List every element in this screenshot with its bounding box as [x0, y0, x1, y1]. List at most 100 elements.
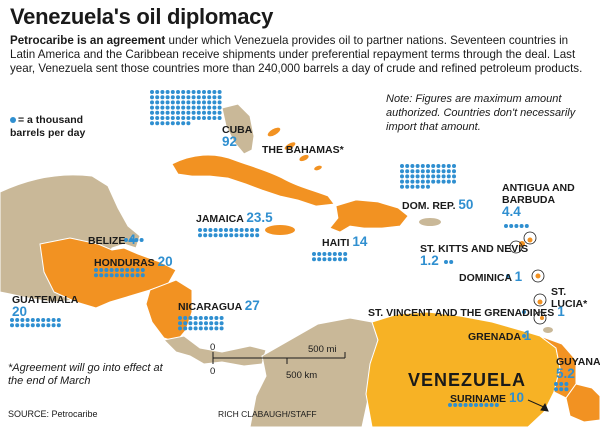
- dot-cuba: [191, 90, 196, 94]
- dot-domrep: [420, 164, 425, 168]
- dot-cuba: [212, 116, 217, 120]
- dot-haiti: [327, 257, 332, 262]
- dot-haiti: [322, 257, 327, 262]
- dot-domrep: [420, 169, 425, 174]
- dot-haiti: [317, 257, 322, 262]
- dot-cuba: [170, 116, 175, 120]
- dot-honduras: [135, 273, 140, 278]
- dot-cuba: [217, 95, 222, 100]
- dot-domrep: [415, 169, 420, 174]
- dot-cuba: [155, 116, 160, 120]
- dot-domrep: [426, 174, 430, 179]
- land-puerto-rico: [419, 218, 441, 226]
- dot-cuba: [217, 100, 222, 105]
- dot-nicaragua: [198, 326, 203, 331]
- dot-antigua: [524, 224, 529, 228]
- dot-nicaragua: [193, 321, 198, 326]
- dot-haiti: [312, 252, 316, 256]
- label-antigua: ANTIGUA AND BARBUDA 4.4: [502, 182, 575, 219]
- dot-cuba: [155, 121, 160, 126]
- dot-nicaragua: [209, 316, 214, 320]
- dot-domrep: [420, 184, 425, 189]
- dot-antigua: [519, 224, 524, 228]
- label-stlucia: ST. LUCIA*: [551, 286, 588, 310]
- dot-nicaragua: [219, 316, 224, 320]
- dot-cuba: [181, 121, 186, 126]
- dot-guatemala: [30, 323, 35, 328]
- dot-cuba: [150, 110, 154, 115]
- dot-honduras: [125, 268, 130, 272]
- dot-domrep: [446, 174, 451, 179]
- dot-guatemala: [25, 318, 30, 322]
- dot-belize: [139, 238, 144, 242]
- dot-grenada: [522, 334, 526, 338]
- dot-cuba: [217, 116, 222, 120]
- dot-jamaica: [255, 228, 260, 232]
- dot-glyph-layer: [10, 90, 569, 407]
- dot-domrep: [452, 174, 456, 179]
- dot-jamaica: [203, 233, 208, 238]
- dot-nicaragua: [183, 321, 188, 326]
- dot-cuba: [207, 100, 212, 105]
- label-honduras: HONDURAS 20: [94, 254, 173, 269]
- legend-line-1: = a thousand: [18, 114, 84, 126]
- dot-cuba: [212, 100, 217, 105]
- dot-guatemala: [15, 318, 20, 322]
- dot-domrep: [415, 164, 420, 168]
- scale-zero-bottom: 0: [210, 366, 216, 377]
- dot-stkitts: [444, 260, 448, 264]
- scale-bar: [212, 352, 346, 364]
- dot-cuba: [212, 110, 217, 115]
- dot-belize: [124, 238, 128, 242]
- dot-nicaragua: [188, 326, 193, 331]
- dot-suriname: [484, 403, 489, 407]
- dot-cuba: [155, 90, 160, 94]
- intro-rest: under which Venezuela provides oil to pa…: [10, 34, 583, 75]
- dot-haiti: [343, 257, 348, 262]
- dot-domrep: [415, 184, 420, 189]
- dot-antigua: [514, 224, 519, 228]
- dot-cuba: [186, 121, 191, 126]
- source: SOURCE: Petrocaribe: [8, 409, 98, 419]
- dot-domrep: [405, 174, 410, 179]
- land-suriname: [565, 383, 600, 423]
- dot-honduras: [140, 273, 145, 278]
- dot-jamaica: [224, 233, 228, 238]
- dot-haiti: [338, 252, 342, 256]
- dot-cuba: [150, 121, 154, 126]
- dot-cuba: [165, 116, 170, 120]
- dot-cuba: [160, 121, 165, 126]
- dot-suriname: [458, 403, 463, 407]
- dot-honduras: [99, 273, 104, 278]
- dot-domrep: [400, 179, 404, 184]
- dot-jamaica: [218, 228, 223, 232]
- dot-jamaica: [239, 228, 244, 232]
- dot-icon: [10, 117, 16, 123]
- dot-honduras: [104, 273, 109, 278]
- dot-jamaica: [244, 228, 249, 232]
- label-guyana: GUYANA 5.2: [556, 356, 600, 381]
- dot-cuba: [181, 100, 186, 105]
- dot-cuba: [155, 95, 160, 100]
- dot-jamaica: [255, 233, 260, 238]
- dot-cuba: [207, 105, 212, 110]
- dot-guyana: [564, 382, 569, 386]
- dot-cuba: [155, 105, 160, 110]
- dot-jamaica: [234, 228, 239, 232]
- dot-cuba: [150, 95, 154, 100]
- dot-cuba: [181, 116, 186, 120]
- land-hispaniola: [329, 199, 409, 233]
- dot-suriname: [479, 403, 484, 407]
- dot-cuba: [202, 100, 206, 105]
- dot-domrep: [420, 174, 425, 179]
- dot-guatemala: [56, 323, 61, 328]
- land-florida: [221, 103, 255, 155]
- dot-haiti: [332, 252, 337, 256]
- dot-nicaragua: [204, 326, 208, 331]
- dot-jamaica: [250, 228, 254, 232]
- dot-haiti: [312, 257, 316, 262]
- dot-cuba: [196, 110, 201, 115]
- dot-cuba: [191, 116, 196, 120]
- dot-suriname: [453, 403, 458, 407]
